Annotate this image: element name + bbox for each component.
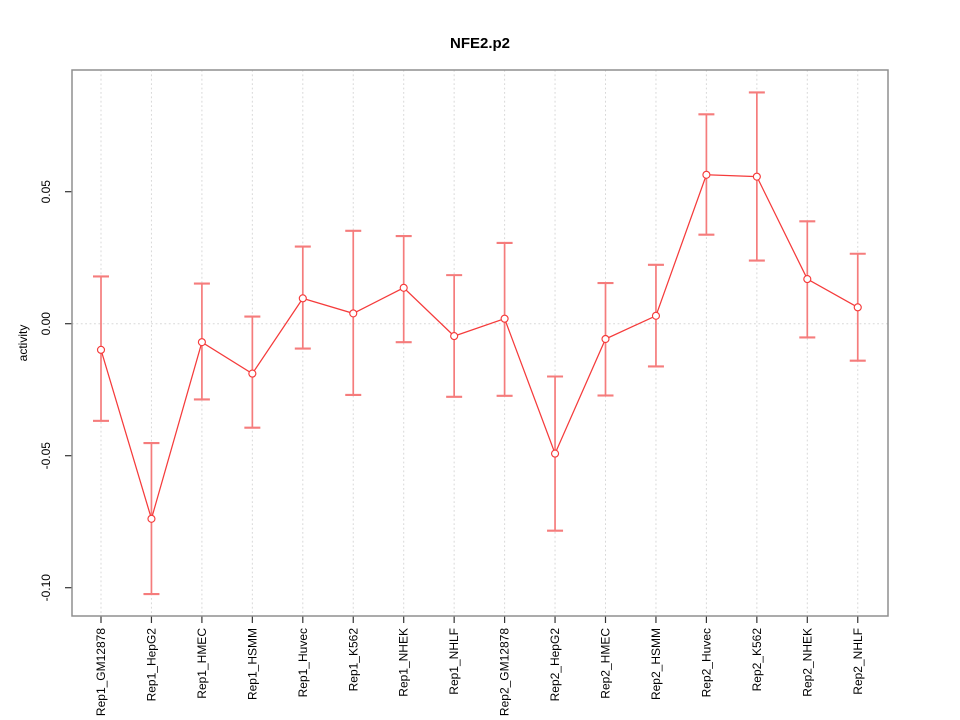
data-point: [349, 309, 358, 318]
data-point: [500, 314, 509, 323]
data-point: [702, 170, 711, 179]
grid-layer: [72, 70, 888, 616]
x-tick-label: Rep1_GM12878: [94, 628, 108, 716]
x-tick-label: Rep1_HepG2: [144, 628, 158, 702]
x-tick-label: Rep2_NHLF: [851, 628, 865, 695]
data-point: [147, 514, 156, 523]
data-point: [752, 172, 761, 181]
y-tick-label: 0.00: [39, 312, 53, 336]
x-tick-label: Rep1_Huvec: [296, 628, 310, 697]
data-point: [96, 345, 106, 354]
x-tick-label: Rep2_K562: [750, 628, 764, 692]
data-point: [601, 334, 610, 344]
plot-border: [71, 69, 889, 617]
y-axis-label: activity: [16, 325, 30, 362]
data-point: [550, 449, 560, 458]
y-tick-label: 0.05: [39, 180, 53, 204]
x-tick-label: Rep2_GM12878: [498, 628, 512, 716]
data-point: [248, 369, 257, 378]
x-tick-label: Rep1_NHLF: [447, 628, 461, 695]
data-point: [298, 294, 307, 303]
data-layer: [93, 91, 866, 596]
x-tick-label: Rep1_K562: [346, 628, 360, 692]
y-tick-label: -0.05: [39, 442, 53, 470]
x-tick-label: Rep2_HMEC: [599, 628, 613, 699]
x-tick-label: Rep1_HMEC: [195, 628, 209, 699]
series-line: [100, 174, 859, 522]
chart-title: NFE2.p2: [450, 35, 510, 52]
data-point: [450, 332, 459, 341]
x-tick-label: Rep1_NHEK: [397, 628, 411, 697]
axis-layer: 0.05 0.00 -0.05 -0.10 Rep1_GM12878 Rep1_HepG2…: [39, 180, 865, 716]
data-point: [399, 283, 408, 292]
x-tick-label: Rep2_HepG2: [548, 628, 562, 702]
data-point: [197, 338, 206, 347]
x-tick-label: Rep2_Huvec: [699, 628, 713, 697]
data-point: [803, 275, 812, 284]
data-point: [853, 303, 862, 312]
data-point: [651, 311, 661, 320]
x-tick-label: Rep2_HSMM: [649, 628, 663, 700]
x-tick-label: Rep1_HSMM: [245, 628, 259, 700]
y-tick-label: -0.10: [39, 574, 53, 602]
x-tick-label: Rep2_NHEK: [800, 628, 814, 697]
